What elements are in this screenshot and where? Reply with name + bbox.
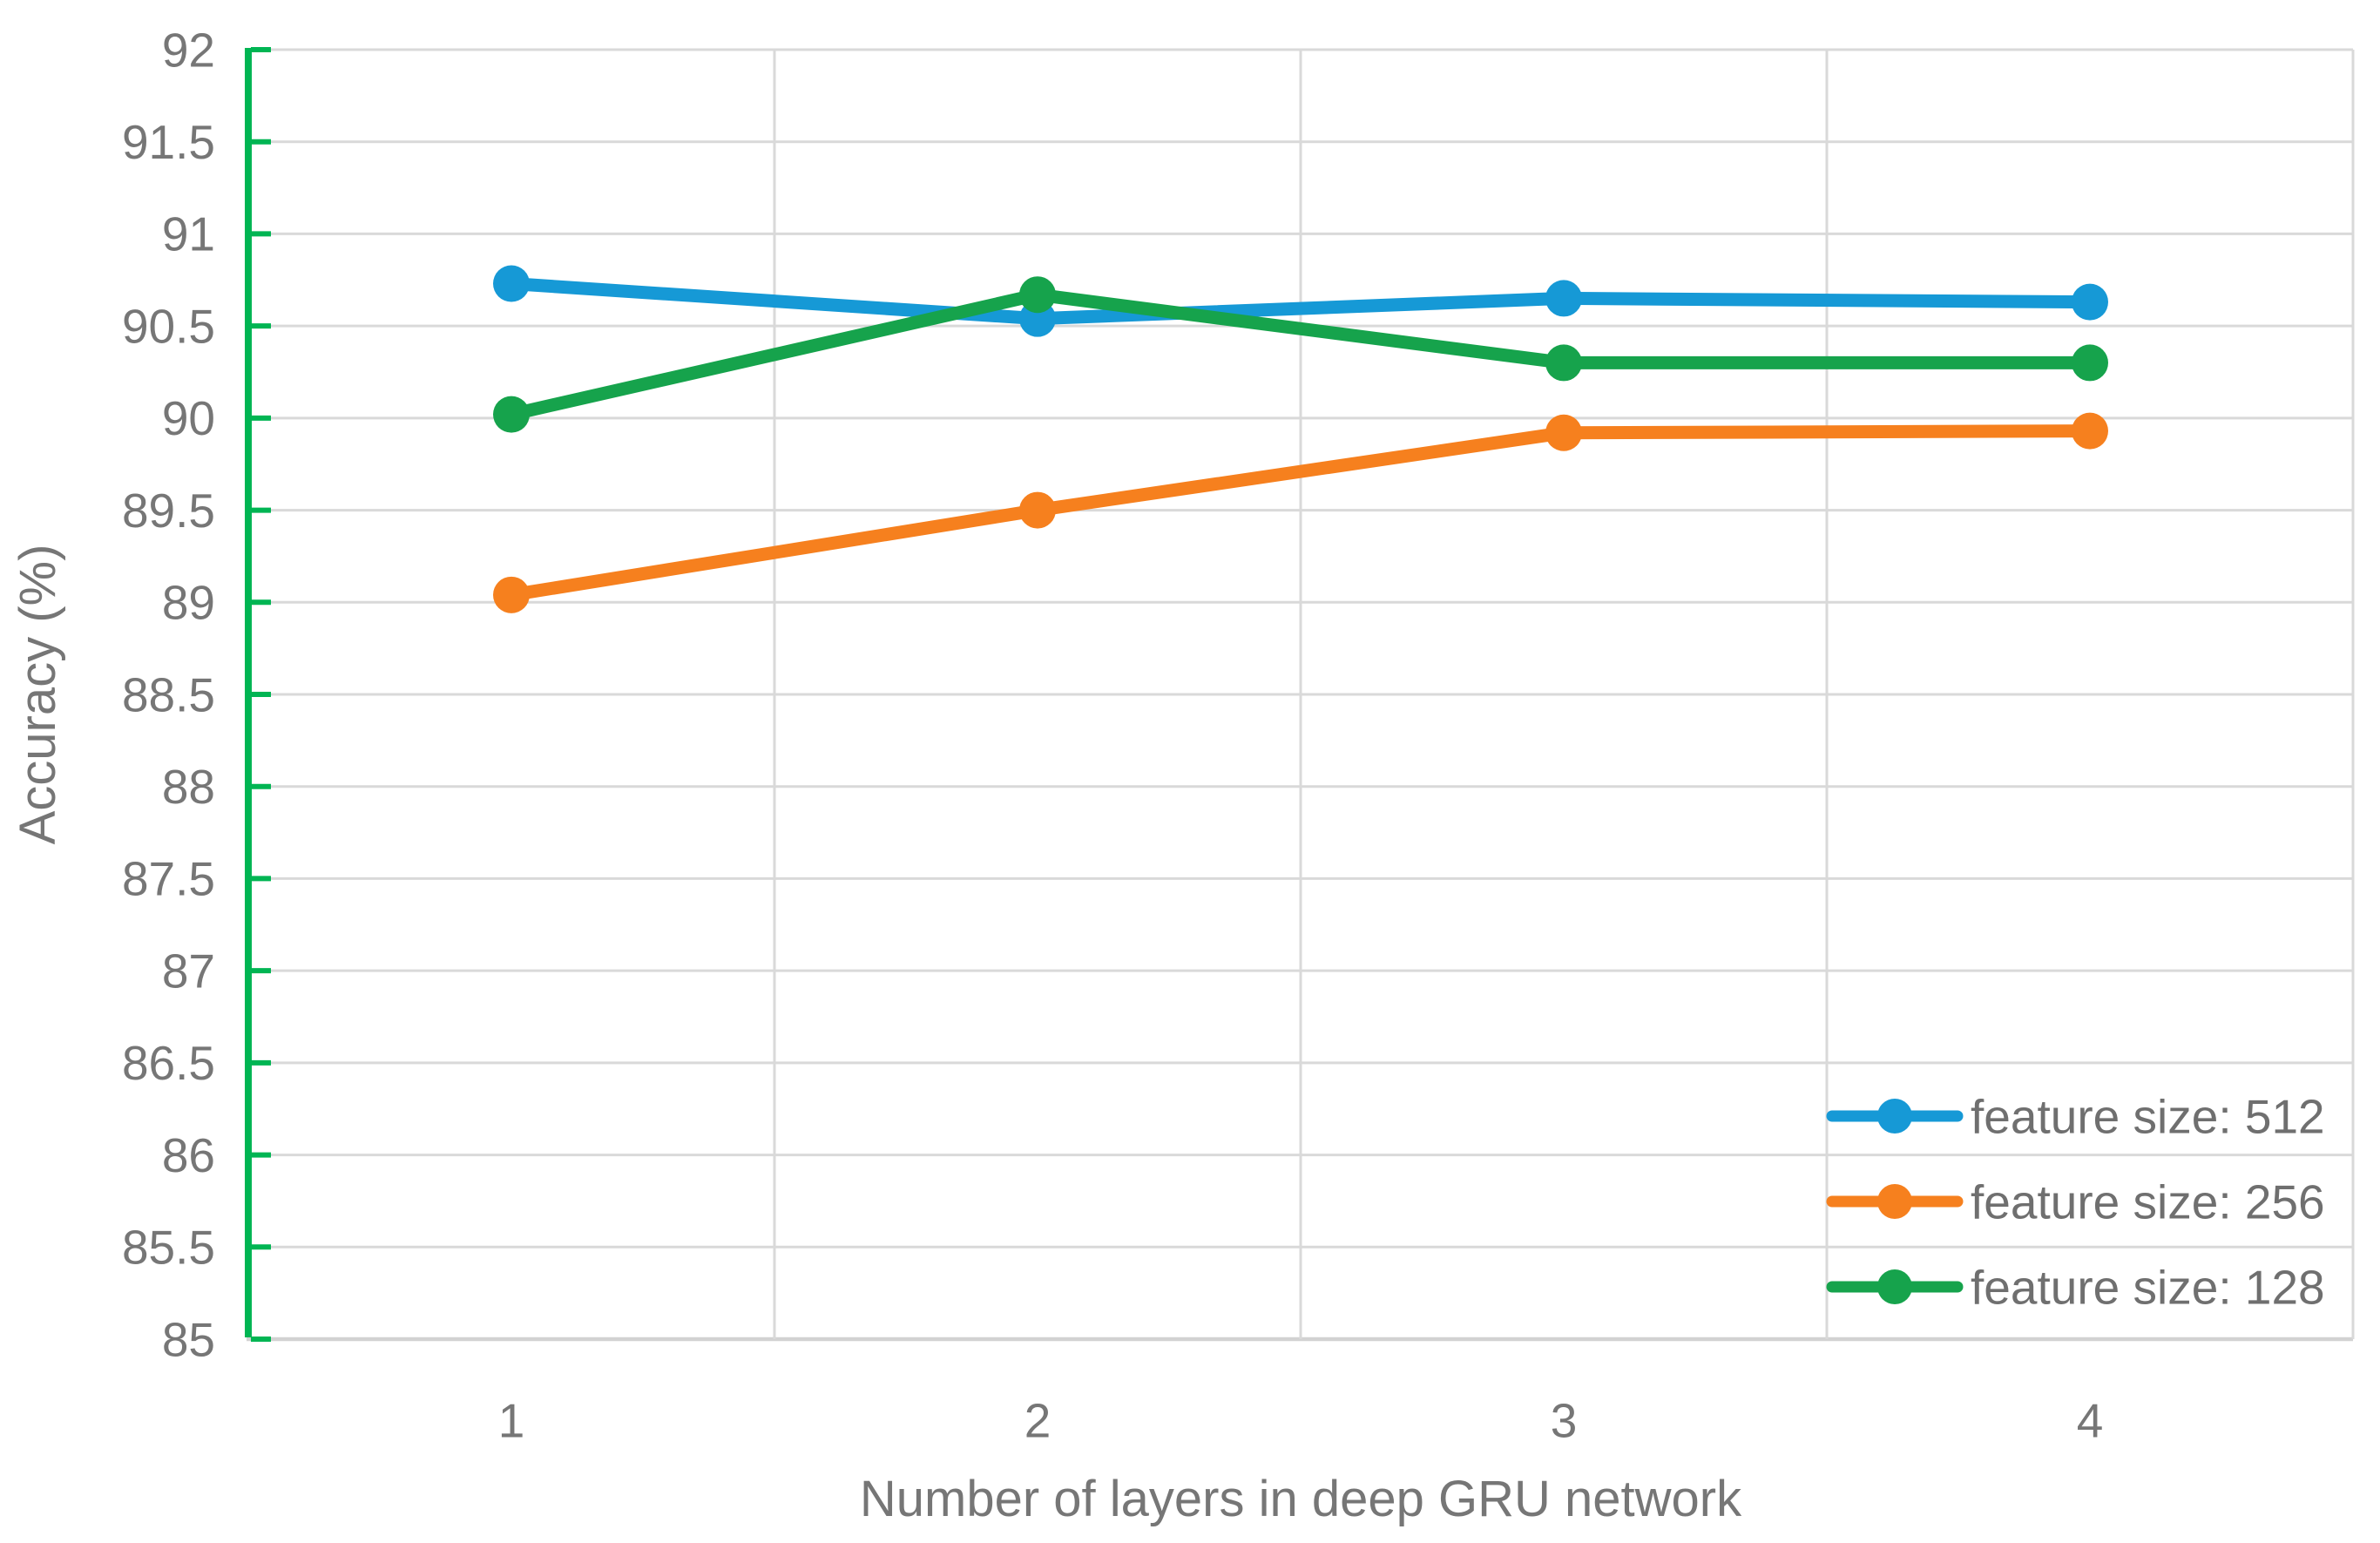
legend-marker-glyph <box>1877 1184 1912 1219</box>
gridlines <box>247 48 2355 1342</box>
x-axis-title: Number of layers in deep GRU network <box>860 1471 1742 1527</box>
y-tick-label: 90.5 <box>122 299 215 353</box>
series-line <box>504 424 2097 602</box>
y-tick-label: 91 <box>162 207 215 261</box>
legend-item: feature size: 512 <box>1826 1089 2325 1143</box>
data-point-marker <box>493 396 530 433</box>
y-tick-label: 89 <box>162 576 215 630</box>
y-tick-label: 92 <box>162 23 215 77</box>
series-lines <box>493 265 2108 613</box>
data-point-marker <box>493 576 530 613</box>
y-tick-label: 87.5 <box>122 852 215 906</box>
legend-label: feature size: 256 <box>1971 1174 2325 1228</box>
data-point-marker <box>1545 344 1582 382</box>
x-tick-label: 3 <box>1551 1393 1578 1447</box>
x-tick-label: 1 <box>498 1393 525 1447</box>
x-tick-label: 2 <box>1024 1393 1051 1447</box>
y-tick-label: 89.5 <box>122 484 215 538</box>
data-point-marker <box>1545 414 1582 451</box>
series-line <box>504 288 2097 422</box>
data-point-marker <box>2072 283 2108 321</box>
x-tick-label: 4 <box>2077 1393 2104 1447</box>
y-tick-label: 90 <box>162 391 215 445</box>
data-point-marker <box>1019 276 1056 314</box>
legend: feature size: 512 feature size: 256 featur… <box>1826 1089 2325 1314</box>
data-point-marker <box>2072 412 2108 450</box>
legend-marker-glyph <box>1877 1099 1912 1134</box>
y-tick-label: 86.5 <box>122 1036 215 1090</box>
series-line <box>504 277 2097 326</box>
y-axis-title: Accuracy (%) <box>10 545 66 845</box>
legend-marker-glyph <box>1877 1269 1912 1304</box>
y-tick-label: 88.5 <box>122 667 215 721</box>
y-axis <box>245 47 271 1342</box>
legend-label: feature size: 512 <box>1971 1089 2325 1143</box>
y-tick-label: 85 <box>162 1312 215 1366</box>
axis-tick-labels: 85 85.5 86 86.5 87 87.5 88 88.5 89 89.5 90 90.5 91 91… <box>122 23 2103 1447</box>
data-point-marker <box>1019 491 1056 529</box>
data-point-marker <box>1545 280 1582 317</box>
legend-label: feature size: 128 <box>1971 1260 2325 1314</box>
data-point-marker <box>2072 344 2108 382</box>
y-tick-label: 88 <box>162 760 215 814</box>
y-tick-label: 87 <box>162 944 215 998</box>
legend-item: feature size: 256 <box>1826 1174 2325 1228</box>
y-tick-label: 86 <box>162 1128 215 1182</box>
y-tick-label: 85.5 <box>122 1221 215 1275</box>
legend-item: feature size: 128 <box>1826 1260 2325 1314</box>
data-point-marker <box>493 265 530 302</box>
y-tick-label: 91.5 <box>122 115 215 169</box>
